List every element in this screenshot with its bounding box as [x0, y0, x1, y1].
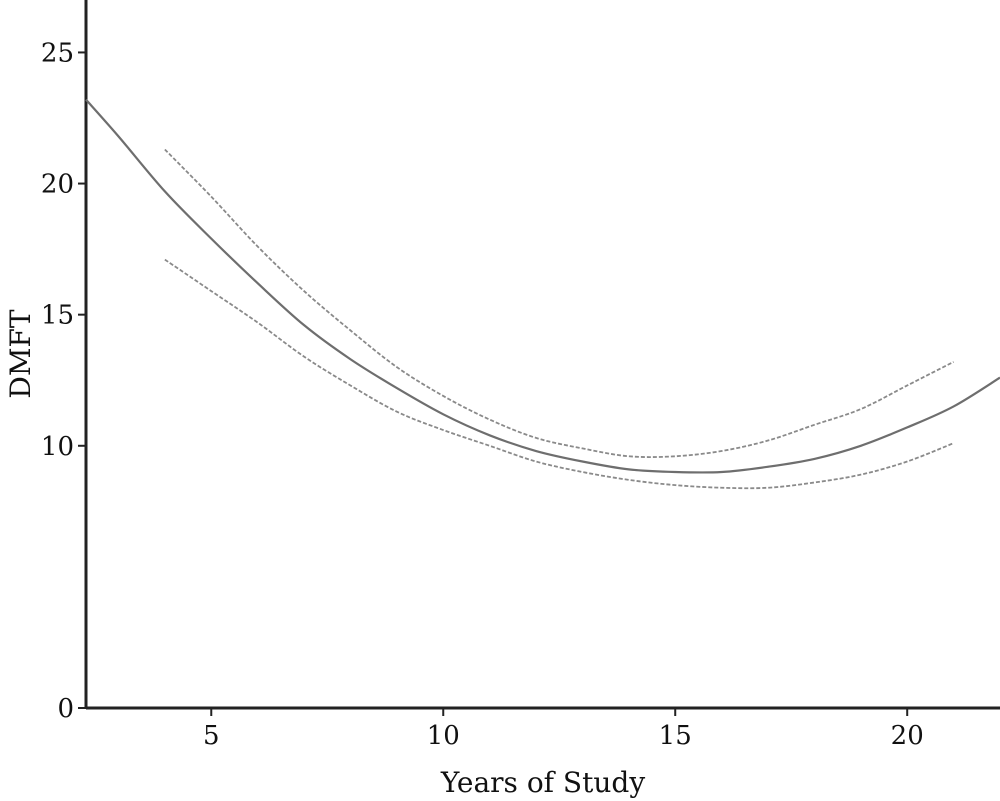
x-tick-label: 10	[427, 721, 460, 751]
solid-series-line	[85, 98, 1000, 474]
y-axis-label: DMFT	[4, 309, 37, 399]
x-tick-label: 5	[203, 721, 220, 751]
y-tick-label: 0	[57, 694, 74, 724]
ticks: 5 10 15 20 0 10 15 20 25	[41, 38, 924, 751]
y-tick-label: 20	[41, 170, 74, 200]
dashed-series-line-1	[164, 148, 955, 458]
x-axis-label: Years of Study	[440, 766, 645, 799]
x-tick-label: 15	[659, 721, 692, 751]
y-tick-label: 10	[41, 432, 74, 462]
y-tick-label: 15	[41, 301, 74, 331]
axes	[84, 0, 1000, 710]
series-layer	[85, 98, 1000, 490]
dashed-series-line-2	[164, 258, 954, 490]
y-tick-label: 25	[41, 38, 74, 68]
x-tick-label: 20	[891, 721, 924, 751]
